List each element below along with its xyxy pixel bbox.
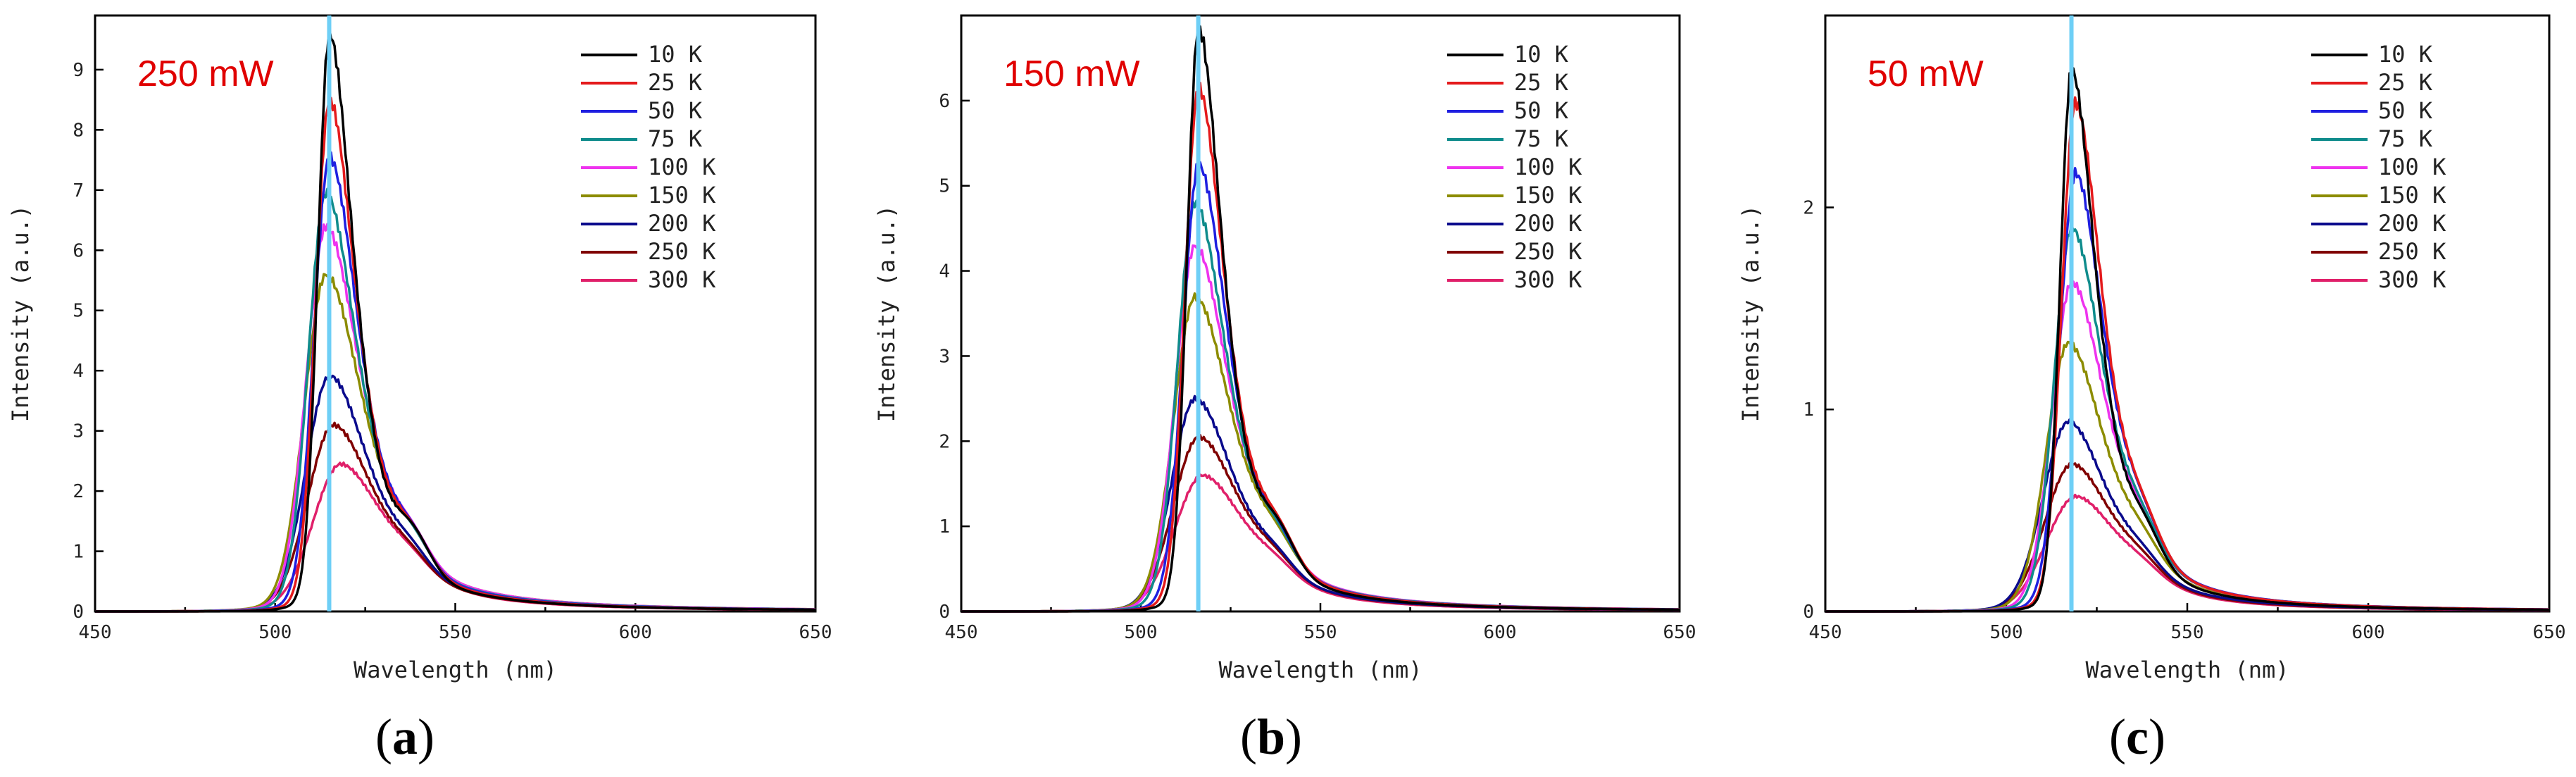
legend-label: 200 K [648, 210, 716, 237]
x-tick-label: 600 [2352, 622, 2385, 643]
chart-panel-a: 450 500 550 600 650 0 1 2 3 4 5 6 7 8 9 Wavelength (nm)… [7, 14, 832, 765]
legend-label: 200 K [1514, 210, 1582, 237]
series-line-150k [961, 292, 1680, 613]
legend-label: 150 K [2378, 182, 2446, 209]
legend-label: 100 K [648, 154, 716, 180]
x-tick-label: 600 [1484, 622, 1517, 643]
y-tick-label: 4 [73, 361, 84, 382]
x-tick-label: 450 [1809, 622, 1842, 643]
legend-label: 150 K [648, 182, 716, 209]
y-tick-label: 0 [73, 602, 84, 623]
legend-label: 250 K [1514, 238, 1582, 265]
x-tick-label: 550 [2171, 622, 2204, 643]
legend-label: 25 K [648, 69, 703, 96]
legend-label: 50 K [648, 97, 703, 124]
y-tick-label: 9 [73, 60, 84, 81]
plot-frame [1824, 14, 2551, 613]
x-tick-label: 450 [79, 622, 112, 643]
legend-label: 75 K [648, 125, 703, 152]
x-tick-label: 500 [258, 622, 292, 643]
legend-label: 150 K [1514, 182, 1582, 209]
series-line-300k [961, 473, 1680, 613]
series-line-250k [1825, 462, 2550, 613]
y-tick-label: 1 [939, 516, 950, 537]
legend-label: 10 K [1514, 41, 1569, 68]
legend-label: 50 K [2378, 97, 2433, 124]
legend-label: 100 K [2378, 154, 2446, 180]
y-tick-label: 0 [939, 602, 950, 623]
panel-label: (c) [2109, 709, 2165, 765]
power-label: 150 mW [1003, 54, 1140, 94]
x-tick-label: 500 [1990, 622, 2023, 643]
panel-label: (a) [375, 709, 434, 765]
y-tick-label: 1 [1803, 399, 1814, 421]
x-tick-label: 550 [439, 622, 472, 643]
series-line-10k [95, 26, 815, 613]
legend-label: 75 K [1514, 125, 1569, 152]
y-tick-label: 2 [939, 431, 950, 452]
series-line-10k [1825, 67, 2549, 613]
x-axis-label: Wavelength (nm) [354, 657, 557, 683]
y-tick-label: 5 [73, 301, 84, 322]
x-tick-label: 650 [2533, 622, 2566, 643]
plot-frame [960, 14, 1681, 613]
y-axis-label: Intensity (a.u.) [1737, 205, 1764, 422]
x-axis-label: Wavelength (nm) [1219, 657, 1423, 683]
x-tick-label: 550 [1304, 622, 1337, 643]
legend-label: 100 K [1514, 154, 1582, 180]
x-tick-label: 650 [799, 622, 832, 643]
legend-label: 25 K [1514, 69, 1569, 96]
legend-label: 10 K [648, 41, 703, 68]
y-tick-label: 6 [939, 91, 950, 112]
legend-label: 250 K [648, 238, 716, 265]
y-tick-label: 6 [73, 240, 84, 261]
x-tick-label: 650 [1663, 622, 1696, 643]
y-axis-label: Intensity (a.u.) [873, 205, 900, 422]
legend-label: 300 K [648, 266, 716, 293]
legend-label: 75 K [2378, 125, 2433, 152]
legend-label: 300 K [1514, 266, 1582, 293]
y-tick-label: 5 [939, 176, 950, 197]
x-tick-label: 500 [1125, 622, 1158, 643]
y-axis-label: Intensity (a.u.) [7, 205, 34, 422]
y-tick-label: 2 [73, 481, 84, 502]
y-tick-label: 4 [939, 261, 950, 282]
series-line-100k [961, 242, 1680, 613]
series-line-300k [1825, 493, 2549, 613]
y-tick-label: 7 [73, 180, 84, 201]
legend-label: 10 K [2378, 41, 2433, 68]
plot-frame [94, 14, 817, 613]
legend-label: 250 K [2378, 238, 2446, 265]
y-tick-label: 3 [939, 346, 950, 367]
power-label: 50 mW [1868, 54, 1984, 94]
chart-panel-c: 450 500 550 600 650 0 1 2 Wavelength (nm) Intensi… [1737, 14, 2566, 765]
legend-label: 25 K [2378, 69, 2433, 96]
legend-label: 200 K [2378, 210, 2446, 237]
x-tick-label: 600 [619, 622, 652, 643]
series-line-150k [1825, 340, 2549, 613]
series-line-100k [1825, 280, 2549, 613]
legend-label: 300 K [2378, 266, 2446, 293]
series-line-150k [95, 271, 816, 613]
legend-label: 50 K [1514, 97, 1569, 124]
power-label: 250 mW [137, 54, 274, 94]
series-line-10k [961, 25, 1680, 613]
x-tick-label: 450 [945, 622, 978, 643]
y-tick-label: 2 [1803, 197, 1814, 218]
panel-label: (b) [1240, 709, 1302, 765]
y-tick-label: 0 [1803, 602, 1814, 623]
y-tick-label: 1 [73, 542, 84, 563]
x-axis-label: Wavelength (nm) [2086, 657, 2289, 683]
chart-panel-b: 450 500 550 600 650 0 1 2 3 4 5 6 Wavelength (nm) Int… [873, 14, 1696, 765]
y-tick-label: 3 [73, 421, 84, 442]
series-line-300k [95, 461, 815, 613]
series-line-200k [95, 371, 816, 613]
y-tick-label: 8 [73, 120, 84, 141]
